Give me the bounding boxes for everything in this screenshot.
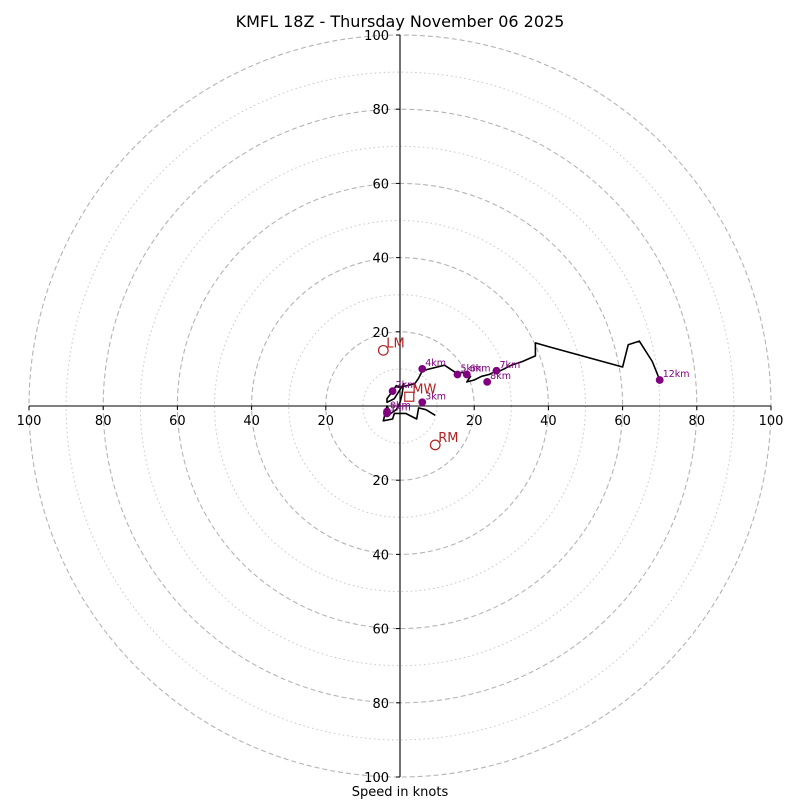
height-marker-label: 1km xyxy=(390,402,411,413)
height-marker-7km xyxy=(492,366,501,375)
y-tick-label: 20 xyxy=(372,474,389,489)
x-tick-label: 100 xyxy=(759,414,784,429)
height-marker-label: 7km xyxy=(499,360,520,371)
height-marker-label: 4km xyxy=(425,358,446,369)
height-marker-label: 2km xyxy=(396,380,417,391)
x-tick-label: 60 xyxy=(614,414,631,429)
height-marker-label: 12km xyxy=(663,369,690,380)
storm-motion-mw xyxy=(404,391,415,402)
hodograph-trace-group xyxy=(382,340,661,422)
height-marker-12km xyxy=(655,376,664,384)
x-tick-label: 80 xyxy=(689,414,706,429)
x-tick-label: 40 xyxy=(540,414,557,429)
height-marker-3km xyxy=(418,398,427,407)
storm-motions: LM RM MW xyxy=(377,336,458,451)
y-tick-label: 100 xyxy=(364,771,389,786)
y-tick-label: 80 xyxy=(372,103,389,118)
tick-labels: 100 80 60 40 20 20 40 60 80 100 100 80 60 40 20 20 40 60 8… xyxy=(17,29,784,786)
height-marker-8km xyxy=(483,377,492,386)
chart-title: KMFL 18Z - Thursday November 06 2025 xyxy=(236,12,565,31)
height-marker-1km xyxy=(383,409,391,418)
y-tick-label: 60 xyxy=(372,177,389,192)
y-tick-label: 20 xyxy=(372,326,389,341)
x-tick-label: 100 xyxy=(17,414,42,429)
y-tick-label: 80 xyxy=(372,697,389,712)
height-marker-label: 3km xyxy=(425,391,446,402)
y-tick-label: 40 xyxy=(372,548,389,563)
storm-motion-label: LM xyxy=(386,336,404,351)
x-axis-label: Speed in knots xyxy=(352,785,449,800)
storm-motion-lm xyxy=(377,344,389,356)
x-tick-label: 20 xyxy=(466,414,483,429)
height-marker-5km xyxy=(453,370,462,379)
x-tick-label: 60 xyxy=(169,414,186,429)
height-marker-label: 8km xyxy=(490,371,511,382)
axes xyxy=(29,35,771,777)
height-marker-label: 5km xyxy=(461,363,482,374)
y-tick-label: 60 xyxy=(372,623,389,638)
storm-motion-label: MW xyxy=(412,383,436,398)
height-marker-label: 6km xyxy=(470,363,491,374)
y-tick-label: 40 xyxy=(372,252,389,267)
height-marker-2km xyxy=(388,387,397,396)
storm-motion-rm xyxy=(429,439,441,451)
hodograph-trace xyxy=(382,340,661,422)
storm-motion-label: RM xyxy=(438,431,458,446)
x-tick-label: 20 xyxy=(318,414,335,429)
x-tick-label: 40 xyxy=(243,414,260,429)
height-marker-6km xyxy=(462,370,471,379)
height-marker-4km xyxy=(418,365,427,373)
height-marker-label: 0km xyxy=(390,401,411,412)
y-tick-label: 100 xyxy=(364,29,389,44)
x-tick-label: 80 xyxy=(95,414,112,429)
